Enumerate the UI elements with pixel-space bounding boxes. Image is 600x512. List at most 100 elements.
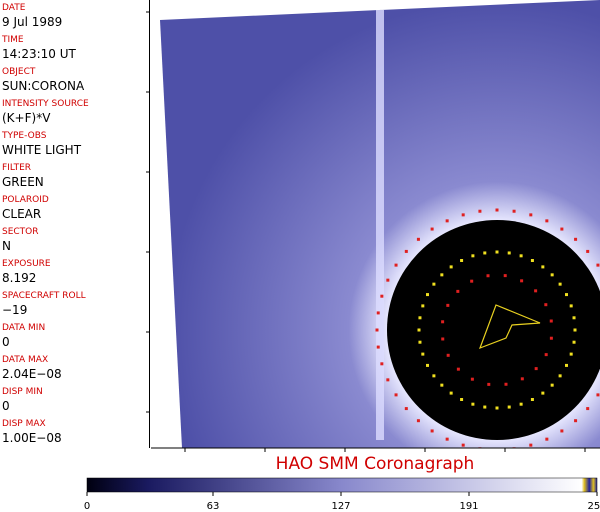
field-label: INTENSITY SOURCE — [2, 99, 89, 109]
marker-dot — [507, 405, 511, 409]
marker-dot — [380, 294, 384, 298]
marker-dot — [574, 237, 578, 241]
field-value: 14:23:10 UT — [2, 47, 76, 61]
marker-dot — [495, 208, 499, 212]
marker-dot — [503, 274, 507, 278]
marker-dot — [549, 336, 553, 340]
marker-dot — [404, 407, 408, 411]
marker-dot — [520, 279, 524, 283]
marker-dot — [586, 249, 590, 253]
marker-dot — [404, 249, 408, 253]
marker-dot — [519, 402, 523, 406]
colorbar-tick-label: 63 — [207, 501, 220, 512]
marker-dot — [460, 397, 464, 401]
field-label: POLAROID — [2, 195, 49, 205]
marker-dot — [487, 382, 491, 386]
marker-dot — [530, 259, 534, 263]
marker-dot — [544, 303, 548, 307]
marker-dot — [394, 393, 398, 397]
field-label: DATE — [2, 3, 26, 13]
marker-dot — [572, 316, 576, 320]
marker-dot — [596, 263, 600, 267]
marker-dot — [449, 265, 453, 269]
marker-dot — [430, 227, 434, 231]
marker-dot — [550, 273, 554, 277]
field-value: (K+F)*V — [2, 111, 51, 125]
marker-dot — [486, 274, 490, 278]
field-label: TIME — [2, 35, 24, 45]
marker-dot — [441, 337, 445, 341]
marker-dot — [564, 293, 568, 297]
marker-dot — [558, 374, 562, 378]
colorbar-tick-label: 0 — [84, 501, 90, 512]
marker-dot — [558, 282, 562, 286]
marker-dot — [541, 391, 545, 395]
field-label: SPACECRAFT ROLL — [2, 291, 86, 301]
occulter — [387, 220, 600, 440]
field-value: CLEAR — [2, 207, 42, 221]
marker-dot — [386, 378, 390, 382]
marker-dot — [574, 419, 578, 423]
marker-dot — [529, 443, 533, 447]
marker-dot — [449, 391, 453, 395]
marker-dot — [504, 382, 508, 386]
colorbar — [86, 477, 598, 493]
coronagraph-image — [160, 0, 600, 448]
marker-dot — [421, 352, 425, 356]
field-label: DATA MIN — [2, 323, 46, 333]
marker-dot — [534, 367, 538, 371]
field-label: EXPOSURE — [2, 259, 51, 269]
marker-dot — [461, 213, 465, 217]
marker-dot — [529, 213, 533, 217]
field-label: DISP MAX — [2, 419, 46, 429]
colorbar-tick-label: 127 — [331, 501, 350, 512]
field-label: DISP MIN — [2, 387, 43, 397]
marker-dot — [483, 251, 487, 255]
marker-dot — [512, 209, 516, 213]
field-label: OBJECT — [2, 67, 36, 77]
marker-dot — [470, 279, 474, 283]
marker-dot — [495, 406, 499, 410]
field-value: 0 — [2, 335, 10, 349]
header-panel: DATE 9 Jul 1989 TIME 14:23:10 UT OBJECT SUN:C… — [0, 0, 150, 448]
marker-dot — [573, 328, 577, 332]
marker-dot — [421, 304, 425, 308]
marker-dot — [545, 219, 549, 223]
marker-dot — [418, 316, 422, 320]
marker-dot — [541, 265, 545, 269]
marker-dot — [545, 437, 549, 441]
marker-dot — [478, 209, 482, 213]
marker-dot — [560, 227, 564, 231]
marker-dot — [470, 377, 474, 381]
marker-dot — [456, 289, 460, 293]
field-value: N — [2, 239, 11, 253]
image-title: HAO SMM Coronagraph — [276, 454, 475, 474]
marker-dot — [416, 419, 420, 423]
marker-dot — [549, 319, 553, 323]
marker-dot — [520, 377, 524, 381]
marker-dot — [564, 363, 568, 367]
field-value: 0 — [2, 399, 10, 413]
marker-dot — [507, 251, 511, 255]
field-value: 2.04E−08 — [2, 367, 62, 381]
field-value: −19 — [2, 303, 28, 317]
colorbar-tick-label: 191 — [459, 501, 478, 512]
marker-dot — [596, 393, 600, 397]
marker-dot — [386, 278, 390, 282]
field-label: TYPE-OBS — [2, 131, 47, 141]
marker-dot — [544, 353, 548, 357]
field-value: WHITE LIGHT — [2, 143, 82, 157]
marker-dot — [471, 402, 475, 406]
field-value: 8.192 — [2, 271, 37, 285]
marker-dot — [441, 320, 445, 324]
field-value: GREEN — [2, 175, 44, 189]
marker-dot — [471, 254, 475, 258]
marker-dot — [432, 374, 436, 378]
marker-dot — [432, 282, 436, 286]
marker-dot — [375, 328, 379, 332]
pylon-outline — [478, 304, 541, 350]
marker-dot — [416, 237, 420, 241]
marker-dot — [586, 407, 590, 411]
